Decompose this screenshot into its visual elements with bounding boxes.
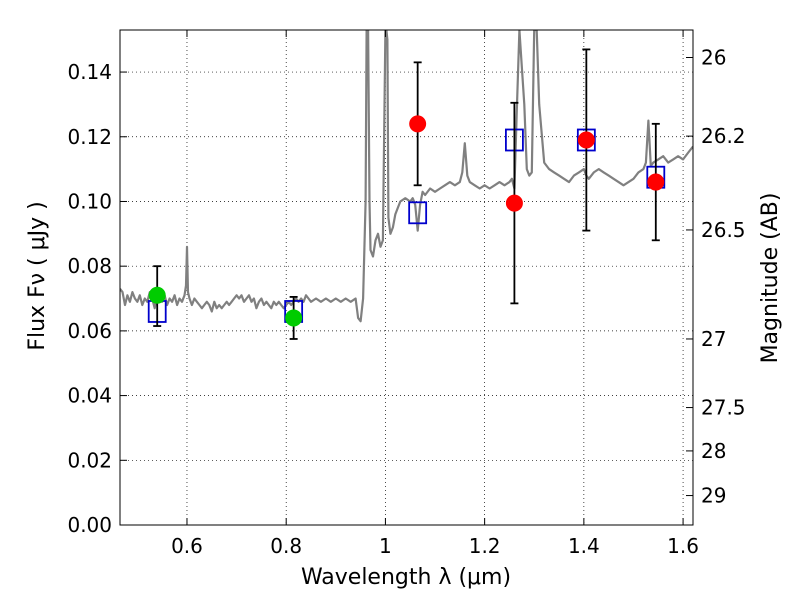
model-spectrum <box>120 30 693 323</box>
y-tick-label: 0.12 <box>67 125 112 149</box>
data-markers <box>147 48 666 340</box>
x-tick-label: 1 <box>379 534 392 558</box>
y2-tick-label: 26 <box>701 46 726 70</box>
grid <box>120 30 693 526</box>
y2-tick-label: 26.2 <box>701 124 746 148</box>
x-tick-label: 0.8 <box>270 534 302 558</box>
x-axis-label: Wavelength λ (μm) <box>301 565 511 590</box>
y-tick-label: 0.08 <box>67 254 112 278</box>
model-flux-square <box>408 201 428 225</box>
y-axis-label: Flux Fν ( μJy ) <box>25 201 50 350</box>
y2-tick-label: 28 <box>701 439 726 463</box>
y2-tick-label: 27.5 <box>701 396 746 420</box>
axis-ticks: 0.6 0.8 1 1.2 1.4 1.6 0.00 0.02 0.04 0.06 0.08 0.10… <box>67 30 746 558</box>
spectrum-line <box>120 30 693 323</box>
x-tick-label: 1.4 <box>568 534 600 558</box>
x-tick-label: 1.6 <box>667 534 699 558</box>
y2-tick-label: 27 <box>701 327 726 351</box>
y2-tick-label: 26.5 <box>701 218 746 242</box>
y-tick-label: 0.04 <box>67 384 112 408</box>
photometry-point <box>577 131 595 149</box>
y-tick-label: 0.00 <box>67 513 112 537</box>
y2-tick-label: 29 <box>701 484 726 508</box>
x-tick-label: 1.2 <box>469 534 501 558</box>
photometry-point <box>285 309 303 327</box>
y-tick-label: 0.10 <box>67 189 112 213</box>
photometry-point <box>148 286 166 304</box>
plot-frame <box>119 29 694 526</box>
y-tick-label: 0.06 <box>67 319 112 343</box>
y-tick-label: 0.02 <box>67 448 112 472</box>
axis-labels: Wavelength λ (μm) Flux Fν ( μJy ) Magnit… <box>25 193 783 590</box>
x-tick-label: 0.6 <box>171 534 203 558</box>
photometry-point <box>409 115 427 133</box>
y-tick-label: 0.14 <box>67 60 112 84</box>
photometry-point <box>505 194 523 212</box>
photometry-point <box>647 173 665 191</box>
y2-axis-label: Magnitude (AB) <box>758 193 783 364</box>
